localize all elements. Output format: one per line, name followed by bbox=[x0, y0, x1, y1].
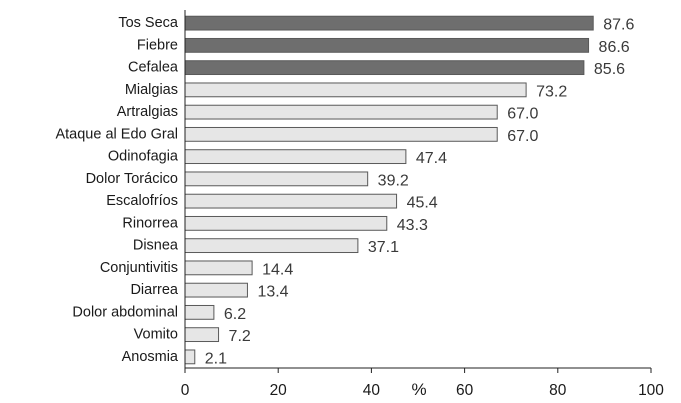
x-tick-label-0: 0 bbox=[181, 382, 190, 399]
value-label-tos-seca: 87.6 bbox=[603, 17, 634, 34]
bar-diarrea bbox=[184, 282, 248, 298]
bar-escalofrios bbox=[184, 193, 398, 209]
value-label-diarrea: 13.4 bbox=[257, 284, 288, 301]
category-label-cefalea: Cefalea bbox=[128, 60, 179, 76]
value-label-conjuntivitis: 14.4 bbox=[262, 261, 293, 278]
value-label-ataque-al-edo-gral: 67.0 bbox=[507, 128, 538, 145]
value-label-disnea: 37.1 bbox=[368, 239, 399, 256]
bar-vomito bbox=[184, 327, 220, 343]
bar-mialgias bbox=[184, 82, 527, 98]
category-label-anosmia: Anosmia bbox=[122, 349, 179, 365]
value-label-rinorrea: 43.3 bbox=[397, 217, 428, 234]
category-label-artralgias: Artralgias bbox=[117, 104, 178, 120]
value-label-dolor-abdominal: 6.2 bbox=[224, 306, 246, 323]
category-label-fiebre: Fiebre bbox=[137, 37, 178, 53]
bar-fiebre bbox=[184, 37, 590, 53]
x-axis-title: % bbox=[411, 380, 426, 399]
x-tick-label-40: 40 bbox=[363, 382, 381, 399]
value-label-vomito: 7.2 bbox=[229, 328, 251, 345]
bar-dolor-abdominal bbox=[184, 304, 215, 320]
category-label-dolor-abdominal: Dolor abdominal bbox=[72, 304, 178, 320]
category-label-dolor-toracico: Dolor Torácico bbox=[86, 171, 178, 187]
value-label-artralgias: 67.0 bbox=[507, 106, 538, 123]
x-tick-label-60: 60 bbox=[456, 382, 474, 399]
value-label-cefalea: 85.6 bbox=[594, 61, 625, 78]
category-label-tos-seca: Tos Seca bbox=[118, 15, 179, 31]
category-label-disnea: Disnea bbox=[133, 238, 179, 254]
bar-rinorrea bbox=[184, 215, 388, 231]
x-tick-label-80: 80 bbox=[549, 382, 567, 399]
x-tick-label-100: 100 bbox=[638, 382, 664, 399]
value-label-anosmia: 2.1 bbox=[205, 350, 227, 367]
value-label-dolor-toracico: 39.2 bbox=[378, 172, 409, 189]
value-label-odinofagia: 47.4 bbox=[416, 150, 447, 167]
category-label-diarrea: Diarrea bbox=[130, 282, 178, 298]
category-label-conjuntivitis: Conjuntivitis bbox=[100, 260, 178, 276]
bar-conjuntivitis bbox=[184, 260, 253, 276]
category-label-rinorrea: Rinorrea bbox=[122, 215, 179, 231]
bar-odinofagia bbox=[184, 149, 407, 165]
value-label-escalofrios: 45.4 bbox=[407, 195, 438, 212]
value-label-fiebre: 86.6 bbox=[599, 39, 630, 56]
bar-tos-seca bbox=[184, 15, 594, 31]
bar-anosmia bbox=[184, 349, 196, 365]
bars-group: Tos Seca 87.6 Fiebre 86.6 Cefalea 85.6 Mialgia… bbox=[55, 15, 634, 367]
category-label-mialgias: Mialgias bbox=[125, 82, 178, 98]
category-label-escalofrios: Escalofríos bbox=[106, 193, 178, 209]
bar-artralgias bbox=[184, 104, 498, 120]
axes-group bbox=[184, 10, 651, 369]
value-label-mialgias: 73.2 bbox=[536, 83, 567, 100]
x-tick-label-20: 20 bbox=[270, 382, 288, 399]
category-label-ataque-al-edo-gral: Ataque al Edo Gral bbox=[55, 126, 178, 142]
bar-disnea bbox=[184, 238, 359, 254]
bar-cefalea bbox=[184, 60, 585, 76]
x-ticks-group: 0 20 40 60 80 100 bbox=[181, 368, 664, 399]
category-label-odinofagia: Odinofagia bbox=[108, 149, 179, 165]
bar-dolor-toracico bbox=[184, 171, 369, 187]
bar-ataque-al-edo-gral bbox=[184, 126, 498, 142]
category-label-vomito: Vomito bbox=[134, 327, 178, 343]
